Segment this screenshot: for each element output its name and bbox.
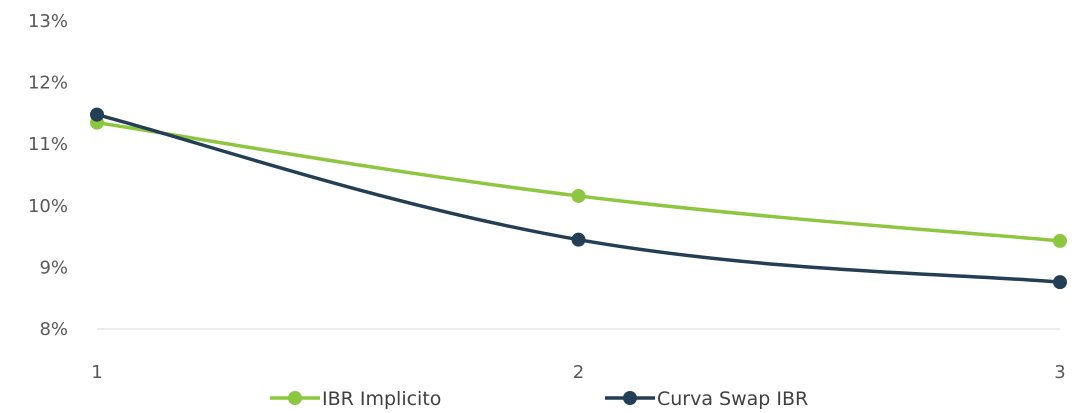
- x-axis-ticks: 1 2 3: [91, 362, 1065, 383]
- legend-label: Curva Swap IBR: [657, 388, 808, 410]
- legend-dot-marker: [288, 391, 302, 405]
- data-point: [1053, 275, 1067, 290]
- x-tick-label: 3: [1054, 362, 1065, 383]
- series-group: [90, 107, 1067, 290]
- legend-label: IBR Implicito: [322, 388, 441, 410]
- data-point: [571, 188, 586, 203]
- legend-dot-marker: [623, 391, 637, 405]
- series-2: [90, 107, 1067, 290]
- series-1: [90, 115, 1067, 248]
- y-axis-ticks: 8% 9% 10% 11% 12% 13%: [28, 11, 68, 340]
- series-line: [95, 120, 1062, 243]
- y-tick-label: 8%: [39, 319, 68, 340]
- data-point: [1053, 233, 1067, 248]
- x-tick-label: 1: [91, 362, 102, 383]
- y-tick-label: 13%: [28, 11, 68, 32]
- legend-item: Curva Swap IBR: [605, 388, 808, 410]
- y-tick-label: 10%: [28, 196, 68, 217]
- data-point: [571, 232, 586, 247]
- y-tick-label: 11%: [28, 134, 68, 155]
- x-tick-label: 2: [573, 362, 584, 383]
- legend: IBR Implicito Curva Swap IBR: [270, 388, 808, 410]
- y-tick-label: 12%: [28, 73, 68, 94]
- legend-item: IBR Implicito: [270, 388, 441, 410]
- data-point: [90, 107, 104, 122]
- y-tick-label: 9%: [39, 257, 68, 278]
